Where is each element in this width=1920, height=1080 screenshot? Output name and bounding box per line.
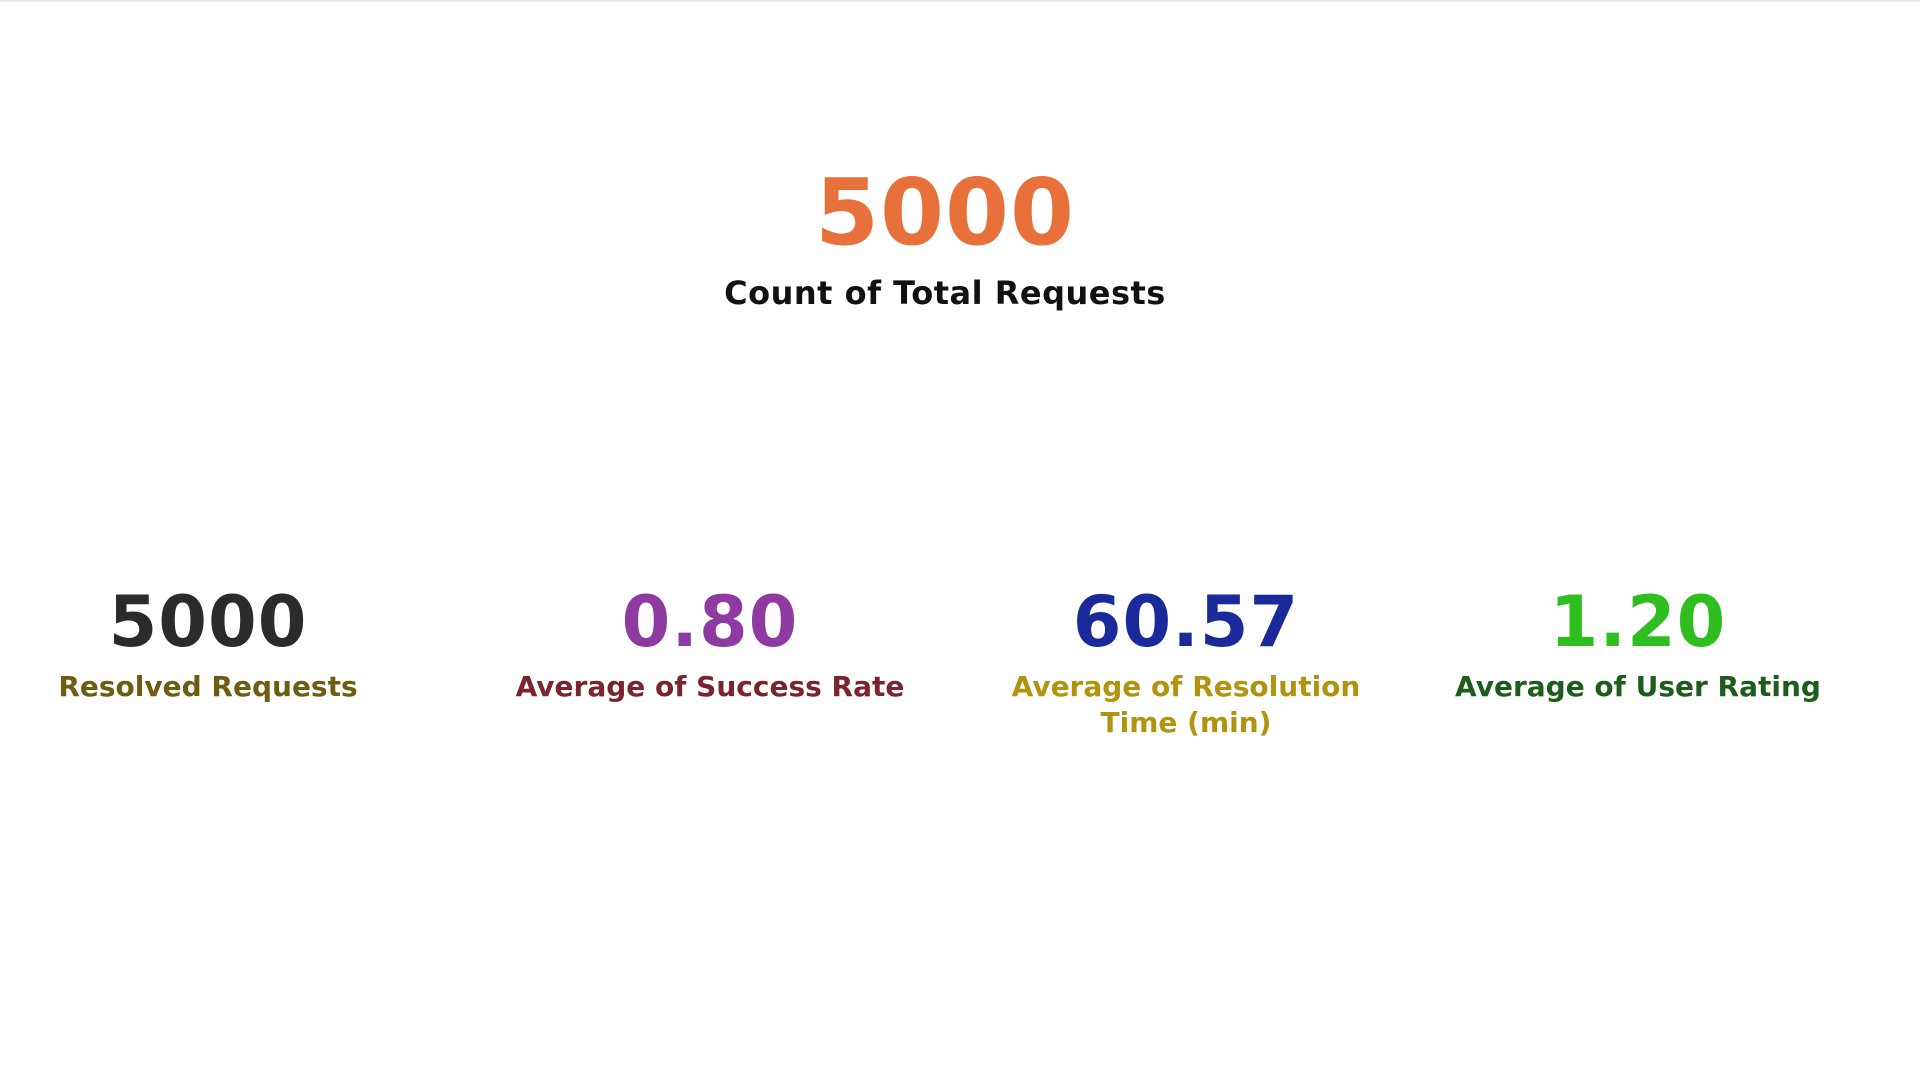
- user-rating-label: Average of User Rating: [1455, 670, 1821, 703]
- total-requests-value: 5000: [814, 159, 1076, 266]
- user-rating-card[interactable]: 1.20 Average of User Rating: [1418, 587, 1858, 705]
- success-rate-card[interactable]: 0.80 Average of Success Rate: [490, 587, 930, 705]
- resolved-requests-card[interactable]: 5000 Resolved Requests: [0, 587, 428, 705]
- total-requests-card[interactable]: 5000 Count of Total Requests: [660, 167, 1230, 315]
- resolution-time-card[interactable]: 60.57 Average of Resolution Time (min): [966, 587, 1406, 742]
- success-rate-value: 0.80: [621, 581, 799, 663]
- resolution-time-label: Average of Resolution Time (min): [1011, 670, 1361, 740]
- user-rating-value: 1.20: [1549, 581, 1727, 663]
- resolved-requests-label: Resolved Requests: [58, 670, 358, 703]
- resolution-time-value: 60.57: [1072, 581, 1300, 663]
- resolved-requests-value: 5000: [108, 581, 308, 663]
- success-rate-label: Average of Success Rate: [515, 670, 905, 703]
- total-requests-label: Count of Total Requests: [724, 274, 1166, 312]
